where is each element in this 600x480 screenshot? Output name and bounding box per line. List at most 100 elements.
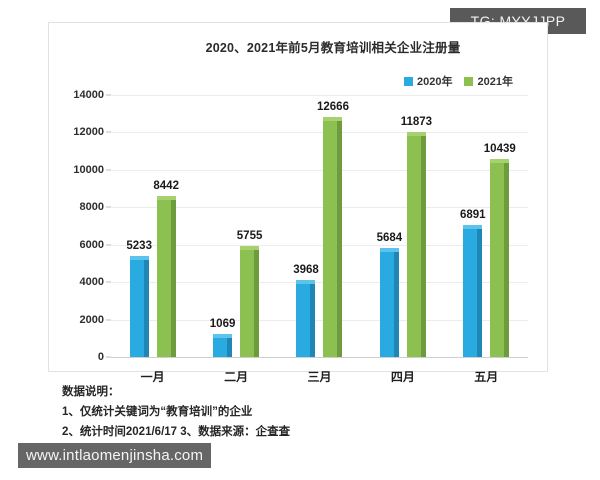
plot-area: 0 2000 4000 6000 8000 10000 12000 14000 5233 844… bbox=[73, 89, 528, 384]
bar[interactable]: 5684 bbox=[377, 232, 402, 357]
bar-value-label: 1069 bbox=[209, 318, 236, 330]
gridline bbox=[111, 244, 528, 246]
y-axis-tick-label: 14000 bbox=[73, 89, 104, 101]
bar-side bbox=[310, 282, 316, 357]
bar[interactable]: 5755 bbox=[237, 230, 262, 357]
bar-series-2021[interactable]: 8442 bbox=[153, 180, 179, 357]
x-axis-tick-label: 二月 bbox=[224, 370, 249, 384]
y-axis-tick-mark bbox=[106, 356, 111, 358]
bar-value-label: 5755 bbox=[236, 230, 263, 243]
bar[interactable]: 6891 bbox=[460, 209, 486, 357]
bar-series-2020[interactable]: 5684 bbox=[377, 232, 402, 357]
y-axis-tick-label: 10000 bbox=[73, 163, 104, 176]
bar-face bbox=[129, 259, 144, 357]
bar-group: 1069 5755 二月 bbox=[194, 95, 277, 384]
y-axis-tick-label: 4000 bbox=[79, 276, 104, 289]
y-axis-tick-mark bbox=[106, 244, 111, 246]
y-axis-tick-label: 8000 bbox=[79, 201, 104, 214]
chart-notes: 数据说明： 1、仅统计关键词为“教育培训”的企业 2、统计时间2021/6/17… bbox=[62, 382, 290, 442]
x-axis-tick-label: 一月 bbox=[140, 370, 165, 384]
y-axis-tick-mark bbox=[106, 94, 111, 96]
bar-series-2021[interactable]: 10439 bbox=[484, 143, 516, 357]
bar-top bbox=[490, 158, 510, 163]
y-axis-tick-mark bbox=[106, 206, 111, 208]
bar[interactable]: 10439 bbox=[484, 143, 516, 357]
gridline bbox=[111, 207, 528, 209]
bar-side bbox=[227, 337, 233, 357]
legend-label-2020: 2020年 bbox=[417, 76, 453, 88]
bar-group: 3968 12666 三月 bbox=[278, 95, 361, 384]
bar-top bbox=[463, 225, 483, 230]
bar-top bbox=[296, 279, 316, 284]
bar-face bbox=[490, 161, 505, 357]
x-axis-tick-label: 三月 bbox=[307, 370, 332, 384]
y-axis-tick-label: 6000 bbox=[79, 238, 104, 251]
y-axis-tick-label: 2000 bbox=[79, 313, 104, 326]
bar-value-label: 5684 bbox=[376, 231, 403, 244]
x-axis-tick-label: 五月 bbox=[474, 370, 499, 384]
bar-series-2021[interactable]: 11873 bbox=[401, 116, 432, 357]
y-axis-tick-label: 0 bbox=[97, 351, 104, 363]
bar-group: 5684 11873 四月 bbox=[361, 95, 444, 384]
bar-face bbox=[213, 337, 228, 357]
bar-top bbox=[379, 247, 399, 252]
bar-face bbox=[156, 199, 171, 357]
bar-group: 5233 8442 一月 bbox=[111, 95, 194, 384]
notes-line-1: 1、仅统计关键词为“教育培训”的企业 bbox=[62, 406, 253, 418]
notes-heading: 数据说明： bbox=[62, 386, 120, 398]
bar-top bbox=[406, 131, 426, 136]
bar-value-label: 10439 bbox=[483, 142, 516, 155]
gridline bbox=[111, 169, 528, 171]
bar-side bbox=[337, 119, 343, 357]
bar-side bbox=[393, 250, 399, 357]
bar-value-label: 8442 bbox=[153, 180, 179, 193]
bar-top bbox=[156, 196, 176, 201]
x-axis-tick-label: 四月 bbox=[390, 370, 415, 384]
bar-side bbox=[504, 161, 510, 357]
bar-series-2020[interactable]: 3968 bbox=[293, 264, 319, 357]
bar-group: 6891 10439 五月 bbox=[445, 95, 528, 384]
bar-series-2021[interactable]: 12666 bbox=[317, 101, 349, 357]
y-axis-tick-mark bbox=[106, 281, 111, 283]
site-watermark-text: www.intlaomenjinsha.com bbox=[26, 447, 204, 464]
gridline bbox=[111, 132, 528, 134]
legend-swatch-2021 bbox=[464, 76, 474, 86]
bar-side bbox=[143, 259, 149, 357]
y-axis-tick-label: 12000 bbox=[73, 126, 104, 139]
notes-line-2: 2、统计时间2021/6/17 3、数据来源：企查查 bbox=[62, 426, 291, 438]
chart-legend: 2020年 2021年 bbox=[404, 73, 513, 89]
gridline bbox=[111, 357, 528, 358]
bar-series-2020[interactable]: 6891 bbox=[460, 209, 486, 357]
chart-title: 2020、2021年前5月教育培训相关企业注册量 bbox=[205, 41, 461, 55]
bar[interactable]: 11873 bbox=[401, 116, 432, 357]
bar-value-label: 12666 bbox=[316, 100, 349, 113]
y-axis-tick-mark bbox=[106, 319, 111, 321]
bar[interactable]: 8442 bbox=[153, 180, 179, 357]
bar[interactable]: 3968 bbox=[293, 264, 319, 357]
bar-face bbox=[240, 249, 255, 357]
bar-side bbox=[477, 228, 483, 357]
bar[interactable]: 5233 bbox=[126, 240, 152, 357]
bar-face bbox=[463, 228, 478, 357]
bar-series-2020[interactable]: 5233 bbox=[126, 240, 152, 357]
legend-item-2020[interactable]: 2020年 bbox=[404, 73, 452, 89]
bar-value-label: 11873 bbox=[400, 115, 433, 128]
legend-label-2021: 2021年 bbox=[477, 76, 513, 88]
bar-series-2020[interactable]: 1069 bbox=[210, 318, 235, 357]
bar-face bbox=[406, 134, 421, 357]
bar-top bbox=[240, 246, 260, 251]
gridline bbox=[111, 282, 528, 284]
legend-item-2021[interactable]: 2021年 bbox=[464, 73, 513, 89]
bar-top bbox=[323, 116, 343, 121]
bar-series-2021[interactable]: 5755 bbox=[237, 230, 262, 357]
bar-face bbox=[379, 250, 394, 357]
bar-value-label: 6891 bbox=[459, 209, 486, 222]
bar-face bbox=[296, 282, 311, 357]
bar-side bbox=[170, 199, 176, 357]
chart-container: 2020、2021年前5月教育培训相关企业注册量 2020年 2021年 0 20… bbox=[48, 22, 548, 384]
bar[interactable]: 12666 bbox=[317, 101, 349, 357]
bar-side bbox=[420, 134, 426, 357]
bar-side bbox=[254, 249, 260, 357]
bar[interactable]: 1069 bbox=[210, 318, 235, 357]
bar-value-label: 5233 bbox=[126, 240, 152, 253]
